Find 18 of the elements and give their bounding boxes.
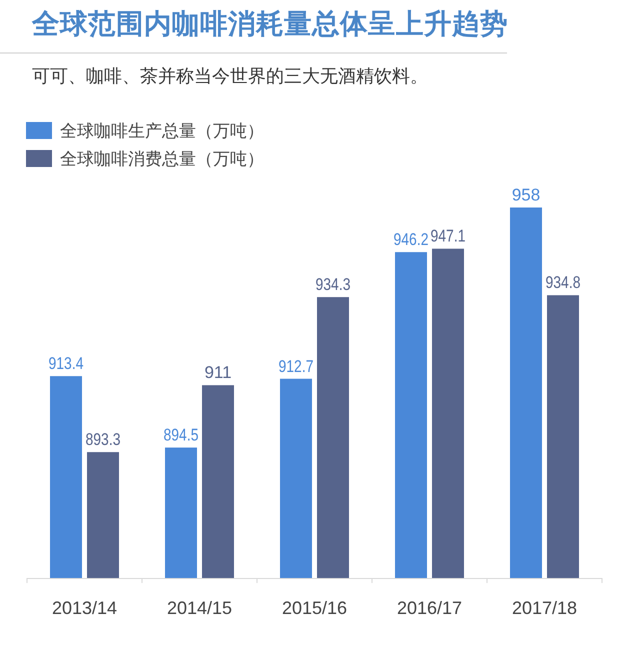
legend-label: 全球咖啡生产总量（万吨） (60, 122, 264, 142)
x-tick-label: 2016/17 (396, 598, 462, 618)
x-tick-label: 2014/15 (166, 598, 232, 618)
data-label: 934.8 (546, 273, 588, 292)
data-label: 958 (512, 186, 540, 204)
x-tick-label: 2013/14 (52, 598, 118, 618)
x-tick-label: 2017/18 (512, 598, 578, 618)
data-label: 934.3 (316, 275, 358, 294)
data-label: 911 (204, 363, 232, 382)
x-tick-label: 2015/16 (282, 598, 348, 618)
data-label: 912.7 (278, 356, 322, 376)
data-label: 947.1 (430, 226, 474, 246)
data-label: 893.3 (86, 430, 128, 450)
chart-title: 全球范围内咖啡消耗量总体呈上升趋势 (31, 7, 508, 40)
chart-subtitle: 可可、咖啡、茶并称当今世界的三大无酒精饮料。 (32, 66, 428, 87)
data-label: 913.4 (48, 354, 92, 374)
data-label: 894.5 (164, 426, 206, 445)
legend-label: 全球咖啡消费总量（万吨） (60, 150, 264, 170)
